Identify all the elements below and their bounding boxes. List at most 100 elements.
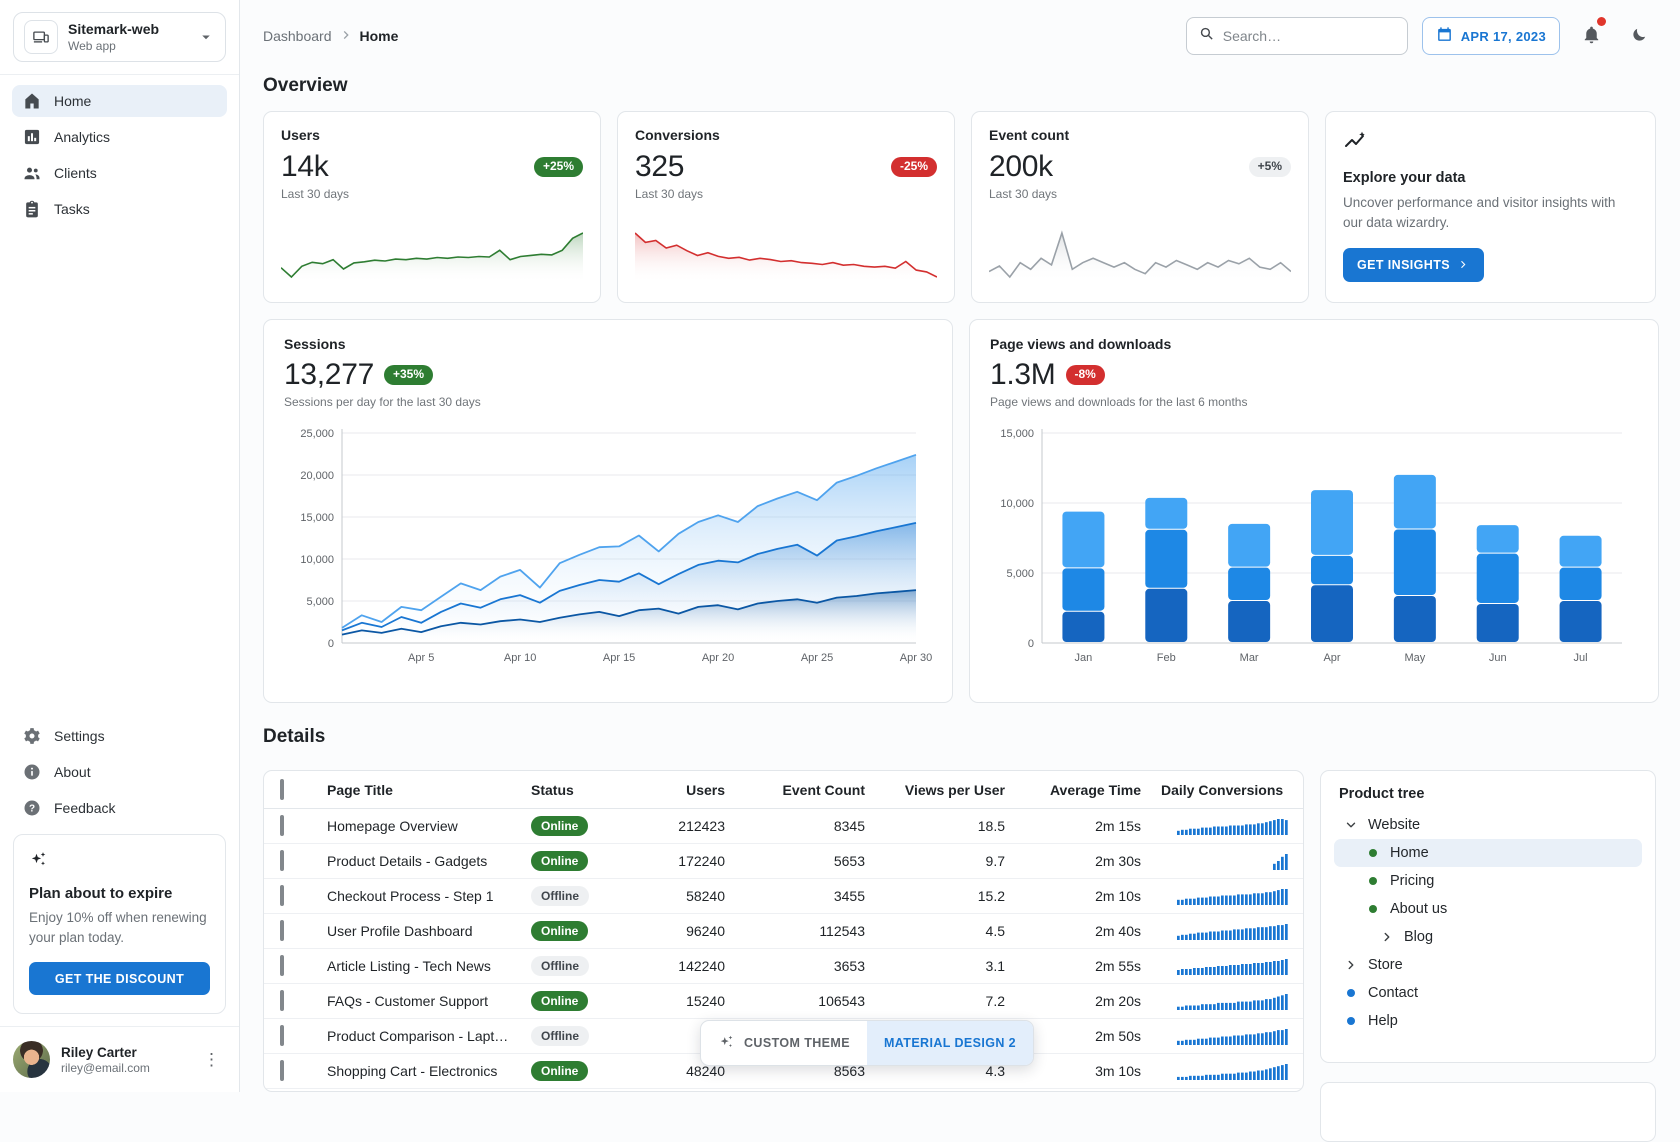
svg-text:5,000: 5,000 bbox=[1006, 568, 1034, 580]
table-row[interactable]: Product Details - Gadgets Online 172240 565… bbox=[264, 844, 1303, 879]
table-row[interactable]: Shopping Cart - Electronics Online 48240 85… bbox=[264, 1054, 1303, 1089]
side-card-partial bbox=[1320, 1082, 1656, 1142]
home-icon bbox=[22, 91, 42, 111]
sessions-title: Sessions bbox=[284, 336, 346, 352]
sidebar-item-label: Clients bbox=[54, 165, 97, 181]
get-insights-button[interactable]: GET INSIGHTS bbox=[1343, 247, 1485, 282]
tree-item-store[interactable]: Store bbox=[1334, 951, 1642, 979]
status-badge: Online bbox=[531, 921, 589, 941]
bell-icon bbox=[1581, 24, 1602, 48]
plan-card-title: Plan about to expire bbox=[29, 884, 173, 902]
svg-text:10,000: 10,000 bbox=[1000, 498, 1034, 510]
cell-status: Online bbox=[521, 991, 611, 1011]
row-checkbox[interactable] bbox=[280, 955, 284, 976]
column-header-daily-conversions[interactable]: Daily Conversions bbox=[1161, 781, 1284, 798]
column-header-status[interactable]: Status bbox=[531, 781, 574, 798]
row-checkbox[interactable] bbox=[280, 1025, 284, 1046]
tree-item-blog[interactable]: Blog bbox=[1334, 923, 1642, 951]
cell-status: Online bbox=[521, 851, 611, 871]
cell-page-title: Homepage Overview bbox=[327, 818, 458, 834]
cell-status: Online bbox=[521, 921, 611, 941]
row-checkbox[interactable] bbox=[280, 920, 284, 941]
svg-text:15,000: 15,000 bbox=[1000, 428, 1034, 440]
stat-card-conversions[interactable]: Conversions 325 -25% Last 30 days bbox=[617, 111, 955, 303]
tree-item-about-us[interactable]: About us bbox=[1334, 895, 1642, 923]
stat-card-users[interactable]: Users 14k +25% Last 30 days bbox=[263, 111, 601, 303]
table-row[interactable]: User Profile Dashboard Online 96240 112543 4… bbox=[264, 914, 1303, 949]
sidebar-item-settings[interactable]: Settings bbox=[12, 720, 227, 752]
column-header-users[interactable]: Users bbox=[686, 781, 725, 798]
cell-average-time: 2m 15s bbox=[1095, 818, 1141, 834]
cell-status: Online bbox=[521, 816, 611, 836]
svg-text:Apr 20: Apr 20 bbox=[702, 652, 734, 664]
table-row[interactable]: Homepage Overview Online 212423 8345 18.5 2m … bbox=[264, 809, 1303, 844]
row-checkbox[interactable] bbox=[280, 1060, 284, 1081]
sidebar-item-analytics[interactable]: Analytics bbox=[12, 121, 227, 153]
daily-conversions-sparkline bbox=[1151, 1027, 1303, 1045]
tree-item-label: Home bbox=[1390, 845, 1429, 861]
status-badge: Online bbox=[531, 851, 589, 871]
tree-item-label: Contact bbox=[1368, 985, 1418, 1001]
stat-card-caption: Last 30 days bbox=[989, 187, 1058, 201]
column-header-page-title[interactable]: Page Title bbox=[327, 781, 393, 798]
theme-option-material2[interactable]: MATERIAL DESIGN 2 bbox=[866, 1021, 1034, 1065]
pageviews-value: 1.3M bbox=[990, 358, 1056, 391]
svg-text:10,000: 10,000 bbox=[300, 554, 334, 566]
sparkle-icon bbox=[29, 851, 49, 874]
stat-card-title: Event count bbox=[989, 127, 1070, 143]
table-row[interactable]: Checkout Process - Step 1 Offline 58240 345… bbox=[264, 879, 1303, 914]
sessions-caption: Sessions per day for the last 30 days bbox=[284, 395, 481, 409]
sidebar-item-about[interactable]: About bbox=[12, 756, 227, 788]
row-checkbox[interactable] bbox=[280, 885, 284, 906]
sidebar-item-tasks[interactable]: Tasks bbox=[12, 193, 227, 225]
row-checkbox[interactable] bbox=[280, 815, 284, 836]
explore-card-body: Uncover performance and visitor insights… bbox=[1343, 195, 1616, 231]
cell-views-per-user: 4.5 bbox=[985, 923, 1005, 939]
stat-card-event-count[interactable]: Event count 200k +5% Last 30 days bbox=[971, 111, 1309, 303]
row-checkbox[interactable] bbox=[280, 850, 284, 871]
tree-item-pricing[interactable]: Pricing bbox=[1334, 867, 1642, 895]
column-header-average-time[interactable]: Average Time bbox=[1049, 781, 1141, 798]
sidebar-item-clients[interactable]: Clients bbox=[12, 157, 227, 189]
daily-conversions-sparkline bbox=[1151, 957, 1303, 975]
row-checkbox[interactable] bbox=[280, 990, 284, 1011]
avatar bbox=[13, 1041, 50, 1078]
svg-text:Apr 30: Apr 30 bbox=[900, 652, 932, 664]
charts-row: Sessions 13,277 +35% Sessions per day fo… bbox=[263, 319, 1659, 703]
date-picker-button[interactable]: APR 17, 2023 bbox=[1421, 17, 1560, 55]
theme-option-custom[interactable]: CUSTOM THEME bbox=[701, 1021, 867, 1065]
cell-page-title: User Profile Dashboard bbox=[327, 923, 473, 939]
table-row[interactable]: FAQs - Customer Support Online 15240 106543… bbox=[264, 984, 1303, 1019]
pageviews-caption: Page views and downloads for the last 6 … bbox=[990, 395, 1248, 409]
stat-card-title: Conversions bbox=[635, 127, 720, 143]
tree-item-help[interactable]: Help bbox=[1334, 1007, 1642, 1035]
sidebar-divider bbox=[0, 74, 239, 75]
tree-item-home[interactable]: Home bbox=[1334, 839, 1642, 867]
stat-card-caption: Last 30 days bbox=[635, 187, 704, 201]
cell-users: 172240 bbox=[678, 853, 725, 869]
chevron-down-icon bbox=[197, 28, 215, 46]
sidebar-item-label: Settings bbox=[54, 727, 105, 744]
get-discount-button[interactable]: GET THE DISCOUNT bbox=[29, 962, 210, 995]
svg-text:Mar: Mar bbox=[1240, 652, 1259, 664]
dark-mode-toggle[interactable] bbox=[1622, 19, 1656, 53]
sidebar-item-feedback[interactable]: ? Feedback bbox=[12, 792, 227, 824]
stat-card-value: 14k bbox=[281, 150, 329, 183]
sidebar-item-label: About bbox=[54, 763, 91, 780]
search-input[interactable] bbox=[1222, 28, 1404, 44]
tree-item-website[interactable]: Website bbox=[1334, 811, 1642, 839]
green-dot-icon bbox=[1364, 905, 1382, 913]
user-menu-button[interactable]: ⋮ bbox=[197, 1047, 226, 1072]
tree-item-contact[interactable]: Contact bbox=[1334, 979, 1642, 1007]
table-row[interactable]: Article Listing - Tech News Offline 142240… bbox=[264, 949, 1303, 984]
notifications-button[interactable] bbox=[1574, 17, 1608, 53]
project-select[interactable]: Sitemark-web Web app bbox=[13, 12, 226, 62]
project-name: Sitemark-web bbox=[68, 21, 160, 38]
svg-text:0: 0 bbox=[1028, 638, 1034, 650]
right-column: Product tree Website Home Pricing About us B… bbox=[1320, 770, 1656, 1142]
sidebar-item-home[interactable]: Home bbox=[12, 85, 227, 117]
breadcrumb-dashboard[interactable]: Dashboard bbox=[263, 28, 332, 44]
select-all-checkbox[interactable] bbox=[280, 778, 284, 800]
column-header-event-count[interactable]: Event Count bbox=[782, 781, 865, 798]
column-header-views-per-user[interactable]: Views per User bbox=[904, 781, 1005, 798]
